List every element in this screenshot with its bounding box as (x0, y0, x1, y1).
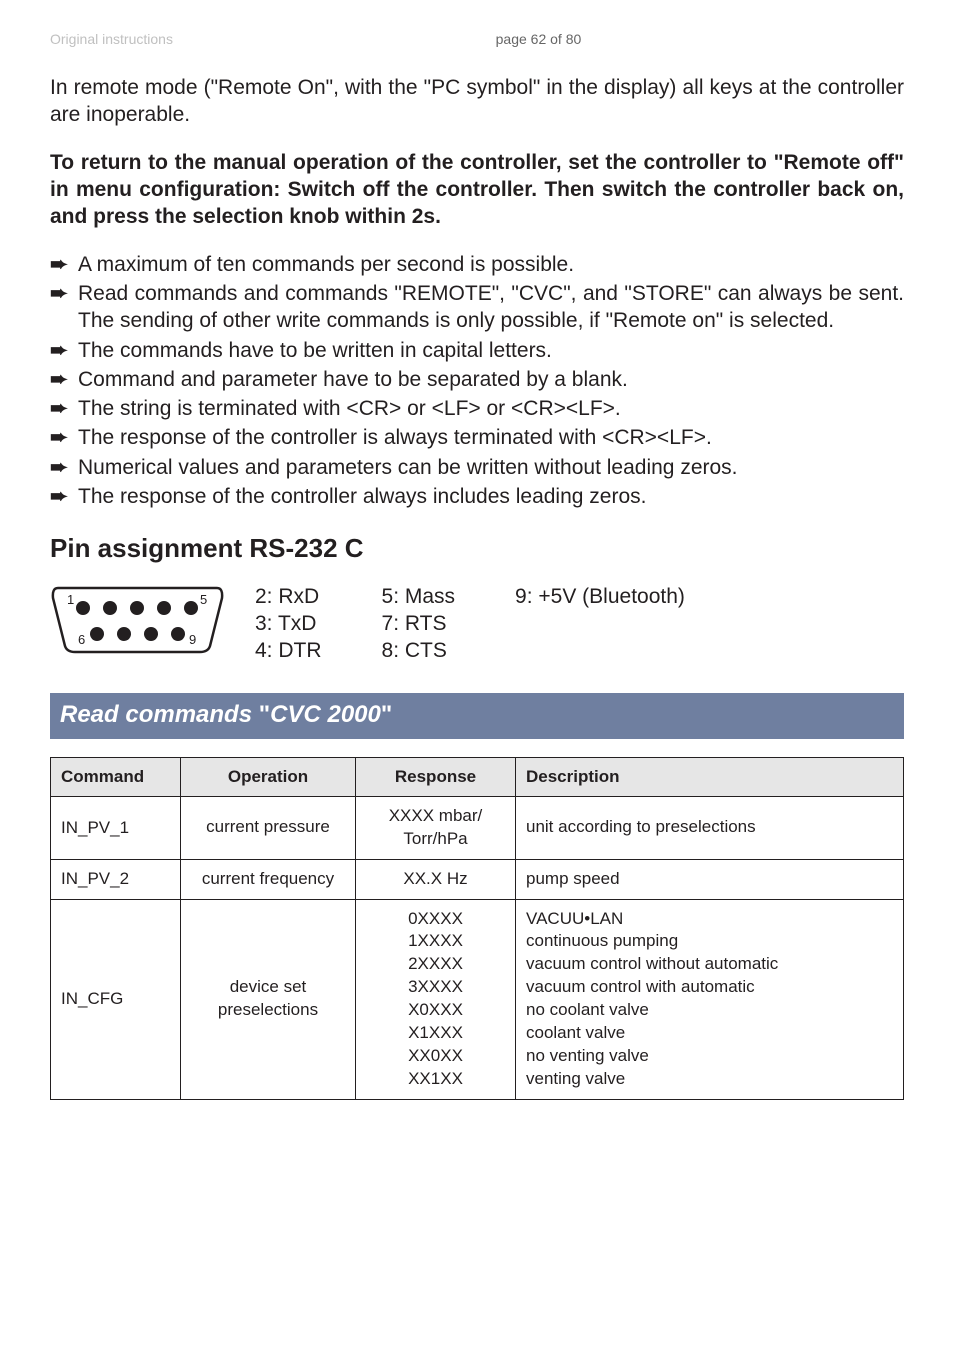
bullet-text: The commands have to be written in capit… (78, 337, 904, 364)
arrow-icon: ➨ (50, 251, 78, 278)
cell-command: IN_PV_1 (51, 796, 181, 859)
pin-label-1: 1 (67, 592, 74, 607)
cell-response: XXXX mbar/Torr/hPa (356, 796, 516, 859)
bullet-item: ➨The response of the controller is alway… (50, 424, 904, 451)
bullet-item: ➨The response of the controller always i… (50, 483, 904, 510)
arrow-icon: ➨ (50, 337, 78, 364)
rs232-connector-icon: 1 5 6 9 (50, 580, 225, 667)
pin-3: 3: TxD (255, 610, 322, 637)
bullet-text: The response of the controller is always… (78, 424, 904, 451)
cell-command: IN_CFG (51, 899, 181, 1100)
pin-5: 5: Mass (382, 583, 456, 610)
arrow-icon: ➨ (50, 454, 78, 481)
bullet-text: The response of the controller always in… (78, 483, 904, 510)
arrow-icon: ➨ (50, 280, 78, 335)
commands-table: Command Operation Response Description I… (50, 757, 904, 1100)
pin-labels-columns: 2: RxD 3: TxD 4: DTR 5: Mass 7: RTS 8: C… (255, 583, 685, 665)
arrow-icon: ➨ (50, 483, 78, 510)
bullet-item: ➨Read commands and commands "REMOTE", "C… (50, 280, 904, 335)
bullet-text: A maximum of ten commands per second is … (78, 251, 904, 278)
cell-response: 0XXXX1XXXX2XXXX3XXXXX0XXXX1XXXXX0XXXX1XX (356, 899, 516, 1100)
pin-label-6: 6 (78, 632, 85, 647)
pin-7: 7: RTS (382, 610, 456, 637)
header-left: Original instructions (50, 30, 173, 48)
pin-9: 9: +5V (Bluetooth) (515, 583, 685, 610)
pin-section-title: Pin assignment RS-232 C (50, 532, 904, 566)
read-commands-bar: Read commands "CVC 2000" (50, 693, 904, 738)
bar-text-1: Read commands (60, 701, 259, 728)
cell-command: IN_PV_2 (51, 859, 181, 899)
pin-col-2: 5: Mass 7: RTS 8: CTS (382, 583, 456, 665)
bar-quote-1: " (259, 701, 270, 728)
bar-text-2: CVC 2000 (270, 701, 381, 728)
cell-operation: current pressure (181, 796, 356, 859)
pin-8: 8: CTS (382, 637, 456, 664)
cell-description: unit according to preselections (516, 796, 904, 859)
intro-paragraph: In remote mode ("Remote On", with the "P… (50, 74, 904, 129)
table-row: IN_PV_1current pressureXXXX mbar/Torr/hP… (51, 796, 904, 859)
pin-label-5: 5 (200, 592, 207, 607)
cell-description: pump speed (516, 859, 904, 899)
th-description: Description (516, 757, 904, 796)
pin-assignment-row: 1 5 6 9 2: RxD 3: TxD 4: DTR 5: Mass 7: … (50, 580, 904, 667)
arrow-icon: ➨ (50, 424, 78, 451)
bullet-list: ➨A maximum of ten commands per second is… (50, 251, 904, 511)
bullet-text: The string is terminated with <CR> or <L… (78, 395, 904, 422)
pin-label-9: 9 (189, 632, 196, 647)
cell-operation: current frequency (181, 859, 356, 899)
th-response: Response (356, 757, 516, 796)
cell-response: XX.X Hz (356, 859, 516, 899)
cell-description: VACUU•LANcontinuous pumpingvacuum contro… (516, 899, 904, 1100)
th-operation: Operation (181, 757, 356, 796)
bullet-item: ➨Command and parameter have to be separa… (50, 366, 904, 393)
bullet-item: ➨The commands have to be written in capi… (50, 337, 904, 364)
pin-2: 2: RxD (255, 583, 322, 610)
bold-instruction-paragraph: To return to the manual operation of the… (50, 149, 904, 231)
arrow-icon: ➨ (50, 366, 78, 393)
th-command: Command (51, 757, 181, 796)
bullet-item: ➨Numerical values and parameters can be … (50, 454, 904, 481)
bar-quote-2: " (381, 701, 392, 728)
cell-operation: device setpreselections (181, 899, 356, 1100)
table-header-row: Command Operation Response Description (51, 757, 904, 796)
pin-4: 4: DTR (255, 637, 322, 664)
bullet-item: ➨The string is terminated with <CR> or <… (50, 395, 904, 422)
header-center: page 62 of 80 (496, 30, 582, 48)
pin-col-3: 9: +5V (Bluetooth) (515, 583, 685, 665)
pin-col-1: 2: RxD 3: TxD 4: DTR (255, 583, 322, 665)
table-row: IN_PV_2current frequencyXX.X Hzpump spee… (51, 859, 904, 899)
page-header: Original instructions page 62 of 80 (50, 30, 904, 48)
bullet-text: Numerical values and parameters can be w… (78, 454, 904, 481)
bullet-item: ➨A maximum of ten commands per second is… (50, 251, 904, 278)
table-row: IN_CFGdevice setpreselections0XXXX1XXXX2… (51, 899, 904, 1100)
bullet-text: Command and parameter have to be separat… (78, 366, 904, 393)
bullet-text: Read commands and commands "REMOTE", "CV… (78, 280, 904, 335)
arrow-icon: ➨ (50, 395, 78, 422)
